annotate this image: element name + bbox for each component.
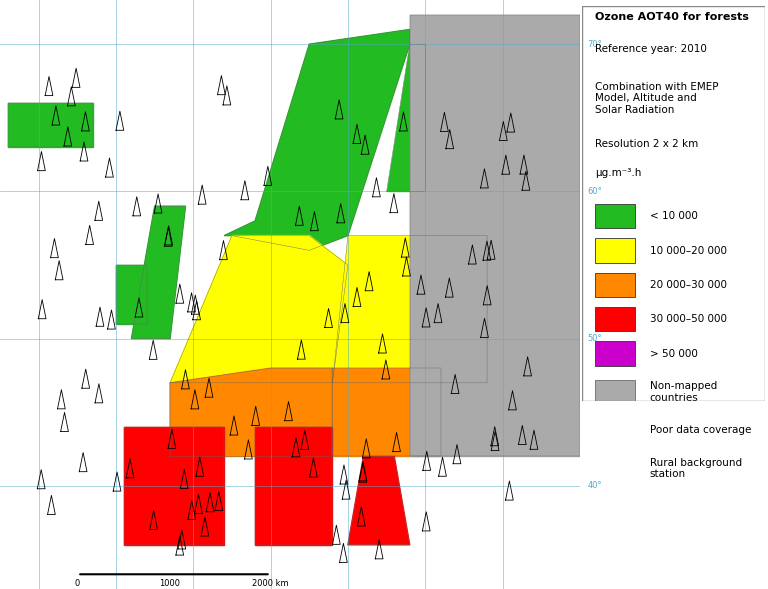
Text: 0: 0 [74,579,80,588]
Text: 2000 km: 2000 km [252,579,289,588]
Text: Ozone AOT40 for forests: Ozone AOT40 for forests [595,12,749,22]
Text: < 10 000: < 10 000 [650,211,697,221]
FancyBboxPatch shape [595,379,635,404]
Text: 50°: 50° [588,334,602,343]
FancyBboxPatch shape [595,204,635,229]
Text: Non-mapped
countries: Non-mapped countries [650,381,717,403]
Text: Combination with EMEP
Model, Altitude and
Solar Radiation: Combination with EMEP Model, Altitude an… [595,82,718,115]
Text: 70°: 70° [588,39,602,49]
Polygon shape [124,427,224,545]
Text: > 50 000: > 50 000 [650,349,697,359]
Polygon shape [410,15,580,456]
Text: μg.m⁻³.h: μg.m⁻³.h [595,168,641,178]
Text: Resolution 2 x 2 km: Resolution 2 x 2 km [595,139,698,149]
Text: 60°: 60° [588,187,602,196]
Polygon shape [386,44,425,191]
Text: 40°: 40° [588,481,602,491]
FancyBboxPatch shape [595,239,635,263]
Polygon shape [131,206,186,339]
FancyBboxPatch shape [595,418,635,442]
Text: 30 000–50 000: 30 000–50 000 [650,314,727,324]
Text: 1000: 1000 [160,579,180,588]
Polygon shape [348,456,410,545]
Polygon shape [8,103,93,147]
Polygon shape [116,265,147,324]
Text: 20 000–30 000: 20 000–30 000 [650,280,727,290]
Text: Reference year: 2010: Reference year: 2010 [595,44,707,54]
Text: 10 000–20 000: 10 000–20 000 [650,246,727,256]
Polygon shape [170,236,348,383]
Text: Rural background
station: Rural background station [650,458,742,479]
Polygon shape [255,427,333,545]
Polygon shape [170,368,333,456]
Polygon shape [333,368,441,456]
Text: Poor data coverage: Poor data coverage [650,425,751,435]
Polygon shape [333,236,487,383]
FancyBboxPatch shape [595,273,635,297]
FancyBboxPatch shape [595,341,635,366]
FancyBboxPatch shape [595,307,635,332]
Polygon shape [224,29,410,250]
